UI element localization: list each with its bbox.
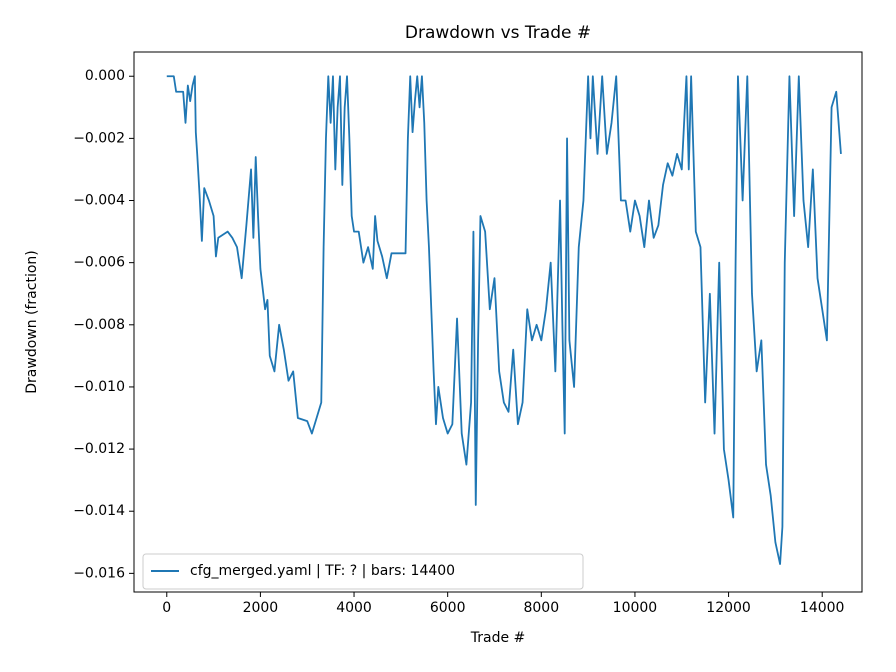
x-axis-label: Trade # xyxy=(470,630,526,646)
legend-label: cfg_merged.yaml | TF: ? | bars: 14400 xyxy=(190,563,455,579)
y-tick-label: −0.010 xyxy=(73,379,125,395)
y-tick-label: −0.002 xyxy=(73,130,125,146)
y-tick-label: 0.000 xyxy=(85,68,125,84)
y-axis-label: Drawdown (fraction) xyxy=(24,250,40,394)
x-tick-label: 4000 xyxy=(336,600,372,616)
y-tick-label: −0.008 xyxy=(73,317,125,333)
x-tick-label: 12000 xyxy=(706,600,751,616)
y-tick-label: −0.016 xyxy=(73,565,125,581)
x-tick-label: 8000 xyxy=(523,600,559,616)
legend-box xyxy=(142,553,584,590)
y-tick-label: −0.014 xyxy=(73,503,125,519)
y-tick-label: −0.004 xyxy=(73,193,125,209)
axes-frame xyxy=(133,51,863,593)
y-tick-label: −0.006 xyxy=(73,255,125,271)
y-tick-label: −0.012 xyxy=(73,441,125,457)
x-tick-label: 6000 xyxy=(430,600,466,616)
data-line xyxy=(166,75,842,565)
x-tick-label: 0 xyxy=(162,600,171,616)
chart-title: Drawdown vs Trade # xyxy=(405,23,591,43)
x-tick-label: 2000 xyxy=(243,600,279,616)
x-tick-label: 14000 xyxy=(800,600,845,616)
x-tick-label: 10000 xyxy=(613,600,658,616)
